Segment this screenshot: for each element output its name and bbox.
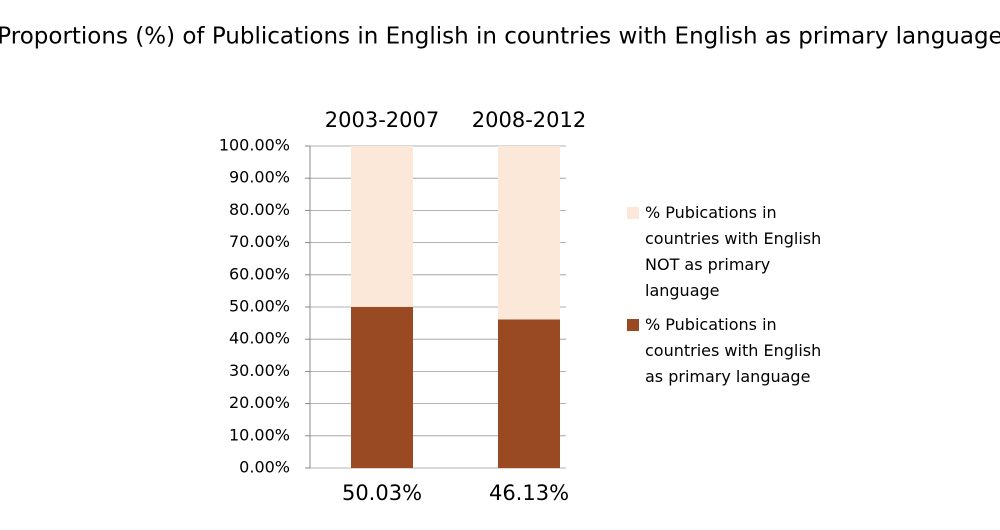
bar-segment	[351, 306, 413, 468]
value-label: 50.03%	[342, 481, 422, 505]
legend-label: % Pubications in countries with English …	[645, 315, 822, 386]
y-tick-label: 10.00%	[229, 425, 290, 444]
y-tick-label: 30.00%	[229, 361, 290, 380]
y-tick-label: 80.00%	[229, 200, 290, 219]
y-tick-label: 50.00%	[229, 297, 290, 316]
legend-label: % Pubications in countries with English …	[645, 203, 822, 300]
legend-swatch	[627, 319, 639, 331]
category-label: 2003-2007	[325, 108, 439, 132]
bar-segment	[498, 319, 560, 468]
y-tick-label: 70.00%	[229, 232, 290, 251]
legend-item: % Pubications in countries with English …	[645, 203, 822, 300]
bar-segment	[351, 146, 413, 307]
bar-segment	[498, 146, 560, 320]
value-label: 46.13%	[489, 481, 569, 505]
category-label: 2008-2012	[472, 108, 586, 132]
y-tick-label: 60.00%	[229, 264, 290, 283]
y-tick-label: 0.00%	[239, 458, 290, 477]
y-tick-label: 100.00%	[219, 136, 290, 155]
legend-item: % Pubications in countries with English …	[645, 315, 822, 386]
legend-swatch	[627, 207, 639, 219]
y-tick-label: 40.00%	[229, 329, 290, 348]
y-tick-label: 20.00%	[229, 393, 290, 412]
chart-title: Proportions (%) of Publications in Engli…	[0, 24, 1000, 50]
y-tick-label: 90.00%	[229, 168, 290, 187]
